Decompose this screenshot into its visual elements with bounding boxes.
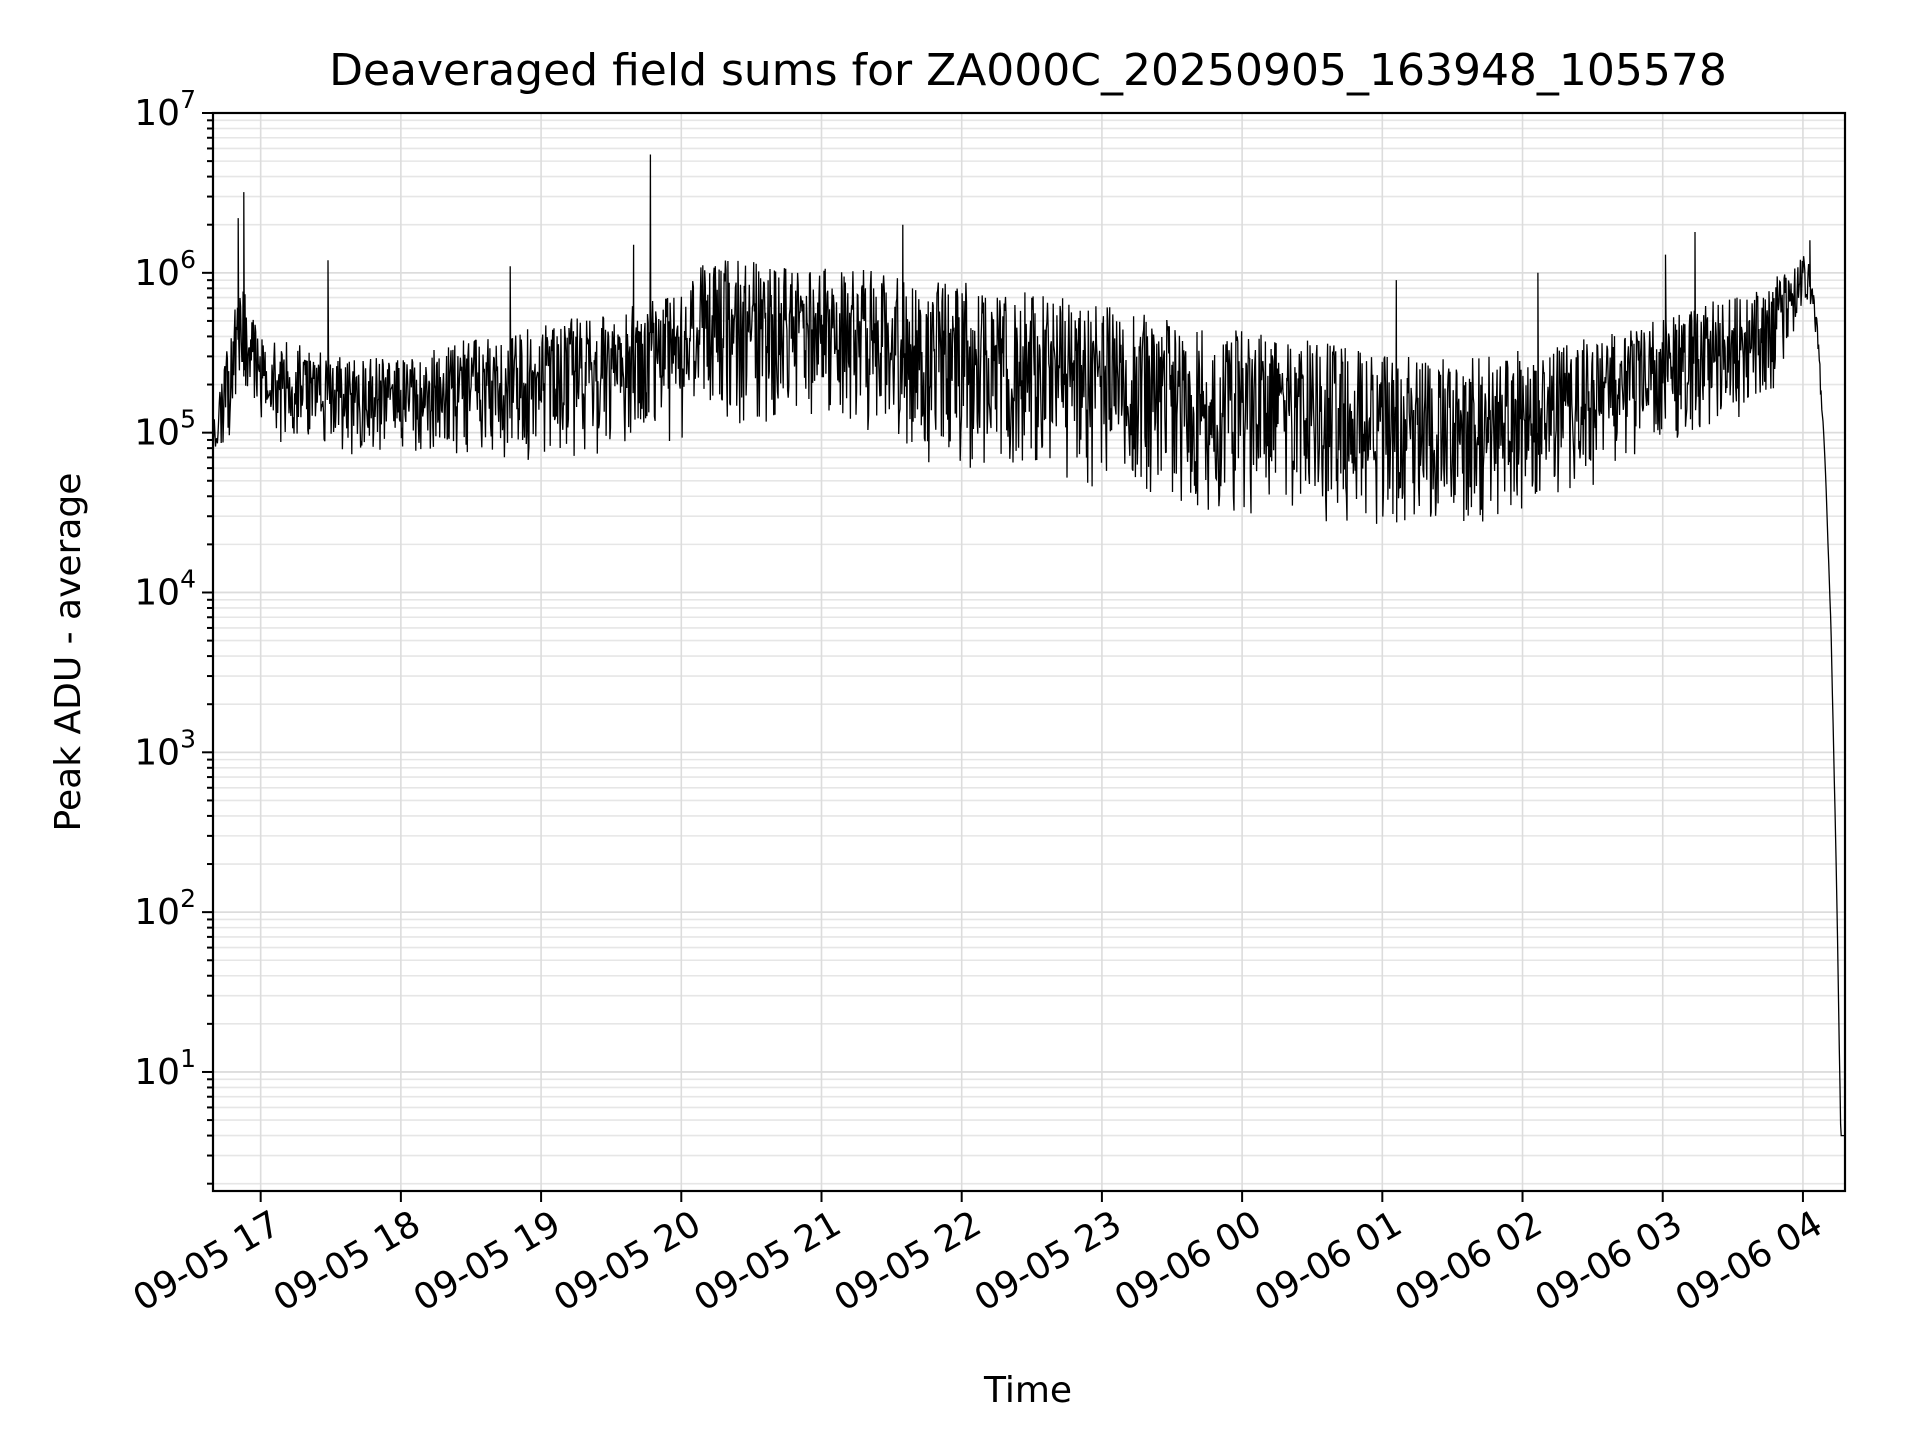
y-axis-label: Peak ADU - average <box>48 473 89 832</box>
series-line <box>212 154 1845 1137</box>
chart-title: Deaveraged field sums for ZA000C_2025090… <box>329 45 1727 96</box>
x-axis-label: Time <box>983 1370 1072 1411</box>
grid-layer <box>213 112 1845 1191</box>
y-tick-label: 106 <box>134 245 196 294</box>
y-axis: 101 102 103 104 105 106 107 <box>134 85 213 1185</box>
y-tick-label: 104 <box>134 564 196 613</box>
data-series <box>212 154 1845 1137</box>
y-tick-label: 103 <box>134 724 196 773</box>
y-tick-label: 105 <box>134 405 196 454</box>
y-tick-label: 102 <box>134 884 196 933</box>
plot-frame <box>211 111 1847 1193</box>
y-tick-label: 101 <box>134 1044 196 1093</box>
y-tick-label: 107 <box>134 85 196 134</box>
